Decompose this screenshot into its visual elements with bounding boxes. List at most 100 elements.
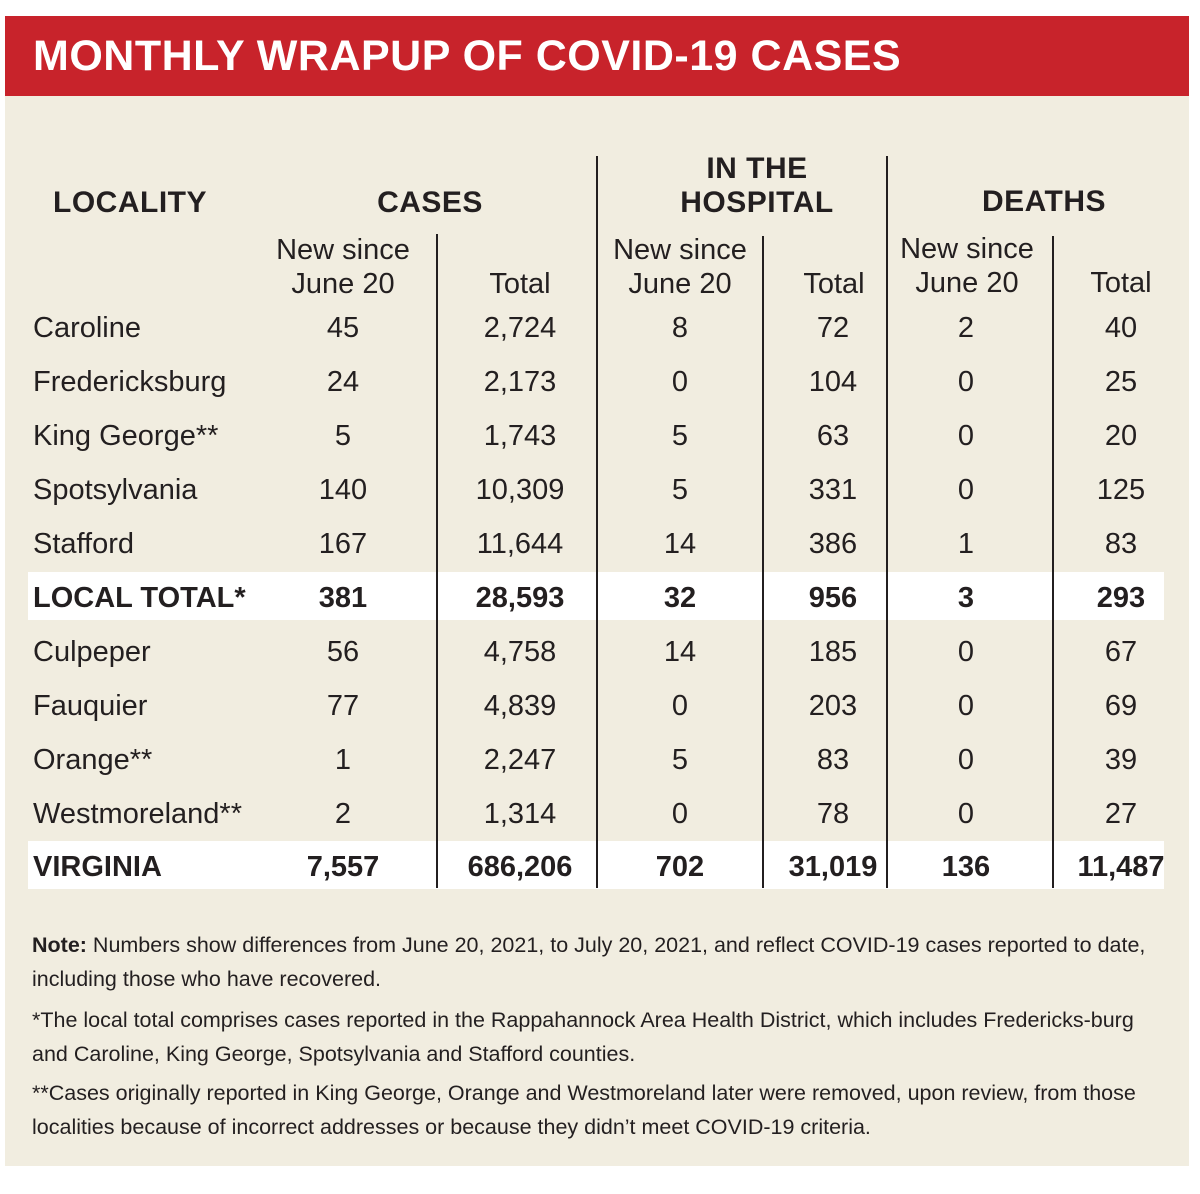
cell-hosp-total: 104 — [808, 366, 858, 398]
cell-cases-new: 77 — [326, 690, 360, 722]
cell-hosp-total: 63 — [816, 420, 850, 452]
divider-deaths-left — [886, 156, 888, 888]
cell-hosp-total: 386 — [808, 528, 858, 560]
row-locality: VIRGINIA — [33, 851, 162, 883]
cell-deaths-new: 0 — [957, 744, 975, 776]
subheader-hosp-new-line1: New since — [613, 234, 747, 266]
divider-deaths-inner — [1052, 236, 1054, 888]
cell-deaths-new: 0 — [957, 690, 975, 722]
cell-cases-total: 1,743 — [483, 420, 557, 452]
cell-cases-total: 10,309 — [475, 474, 565, 506]
cell-hosp-total: 331 — [808, 474, 858, 506]
note-paragraph: Note: Numbers show differences from June… — [32, 928, 1162, 996]
cell-deaths-total: 11,487 — [1077, 851, 1165, 883]
divider-hospital-inner — [762, 236, 764, 888]
cell-deaths-total: 293 — [1096, 582, 1146, 614]
subheader-deaths-new-line1: New since — [900, 233, 1034, 265]
header-hospital-line1: IN THE — [706, 152, 808, 185]
cell-hosp-total: 72 — [816, 312, 850, 344]
cell-deaths-total: 69 — [1104, 690, 1138, 722]
subheader-deaths-new-line2: June 20 — [915, 267, 1019, 299]
note-text: Numbers show differences from June 20, 2… — [32, 933, 1146, 991]
cell-deaths-new: 136 — [941, 851, 991, 883]
row-locality: Westmoreland** — [33, 798, 243, 830]
cell-deaths-new: 2 — [957, 312, 975, 344]
row-locality: Stafford — [33, 528, 135, 560]
cell-hosp-total: 203 — [808, 690, 858, 722]
cell-hosp-total: 185 — [808, 636, 858, 668]
cell-hosp-new: 14 — [663, 636, 697, 668]
cell-cases-new: 1 — [334, 744, 352, 776]
note-label: Note: — [32, 933, 87, 957]
cell-deaths-new: 3 — [957, 582, 975, 614]
row-locality: Caroline — [33, 312, 141, 344]
cell-hosp-new: 5 — [671, 420, 689, 452]
divider-cases — [436, 234, 438, 888]
cell-hosp-new: 14 — [663, 528, 697, 560]
page-title: MONTHLY WRAPUP OF COVID-19 CASES — [33, 32, 902, 80]
subheader-deaths-total: Total — [1090, 267, 1152, 299]
cell-deaths-new: 0 — [957, 366, 975, 398]
cell-hosp-new: 32 — [663, 582, 697, 614]
cell-deaths-new: 0 — [957, 420, 975, 452]
title-bar — [5, 16, 1189, 96]
cell-cases-new: 5 — [334, 420, 352, 452]
cell-deaths-total: 83 — [1104, 528, 1138, 560]
cell-deaths-total: 125 — [1096, 474, 1146, 506]
cell-hosp-new: 5 — [671, 744, 689, 776]
cell-cases-total: 4,758 — [483, 636, 557, 668]
cell-cases-new: 381 — [318, 582, 368, 614]
cell-cases-total: 2,247 — [483, 744, 557, 776]
footnote-local-total: *The local total comprises cases reporte… — [32, 1008, 1134, 1066]
cell-deaths-new: 1 — [957, 528, 975, 560]
footnote-removed-cases: **Cases originally reported in King Geor… — [32, 1081, 1136, 1139]
cell-hosp-new: 0 — [671, 366, 689, 398]
cell-hosp-total: 78 — [816, 798, 850, 830]
cell-deaths-total: 39 — [1104, 744, 1138, 776]
divider-hospital-left — [596, 156, 598, 888]
subheader-cases-new-line1: New since — [276, 234, 410, 266]
cell-hosp-new: 702 — [655, 851, 705, 883]
cell-deaths-new: 0 — [957, 636, 975, 668]
row-locality: Fredericksburg — [33, 366, 227, 398]
cell-hosp-total: 83 — [816, 744, 850, 776]
cell-deaths-total: 40 — [1104, 312, 1138, 344]
cell-hosp-total: 956 — [808, 582, 858, 614]
cell-cases-new: 140 — [318, 474, 368, 506]
row-locality: Culpeper — [33, 636, 151, 668]
cell-cases-total: 4,839 — [483, 690, 557, 722]
subheader-cases-total: Total — [489, 268, 551, 300]
cell-deaths-total: 20 — [1104, 420, 1138, 452]
cell-hosp-new: 0 — [671, 798, 689, 830]
subheader-cases-new-line2: June 20 — [291, 268, 395, 300]
row-locality: Fauquier — [33, 690, 148, 722]
row-locality: LOCAL TOTAL* — [33, 582, 246, 614]
cell-cases-total: 11,644 — [476, 528, 564, 560]
header-locality: LOCALITY — [53, 186, 207, 219]
cell-hosp-total: 31,019 — [788, 851, 878, 883]
cell-cases-total: 2,724 — [483, 312, 557, 344]
cell-cases-new: 45 — [326, 312, 360, 344]
cell-hosp-new: 5 — [671, 474, 689, 506]
cell-cases-total: 2,173 — [483, 366, 557, 398]
row-locality: Orange** — [33, 744, 153, 776]
cell-cases-new: 56 — [326, 636, 360, 668]
cell-cases-new: 167 — [318, 528, 368, 560]
header-deaths: DEATHS — [981, 185, 1107, 218]
subheader-hosp-new-line2: June 20 — [628, 268, 732, 300]
row-locality: King George** — [33, 420, 219, 452]
cell-deaths-new: 0 — [957, 474, 975, 506]
cell-cases-new: 2 — [334, 798, 352, 830]
cell-cases-total: 1,314 — [483, 798, 557, 830]
cell-hosp-new: 0 — [671, 690, 689, 722]
cell-hosp-new: 8 — [671, 312, 689, 344]
cell-cases-total: 28,593 — [475, 582, 565, 614]
cell-deaths-new: 0 — [957, 798, 975, 830]
cell-deaths-total: 27 — [1104, 798, 1138, 830]
header-hospital-line2: HOSPITAL — [680, 186, 834, 219]
header-cases: CASES — [377, 186, 483, 219]
cell-cases-new: 7,557 — [306, 851, 380, 883]
cell-deaths-total: 25 — [1104, 366, 1138, 398]
cell-cases-total: 686,206 — [467, 851, 573, 883]
row-locality: Spotsylvania — [33, 474, 198, 506]
